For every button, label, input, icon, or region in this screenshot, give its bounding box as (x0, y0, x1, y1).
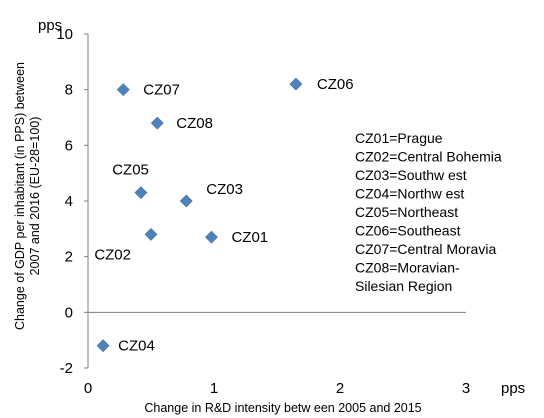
point-cz07 (116, 83, 130, 97)
legend-line: CZ04=Northw est (355, 186, 464, 202)
point-label-cz07: CZ07 (143, 82, 180, 99)
point-label-cz03: CZ03 (206, 181, 243, 198)
y-tick-label: 0 (65, 304, 73, 321)
point-label-cz06: CZ06 (317, 76, 354, 93)
y-tick-label: 6 (65, 137, 73, 154)
point-label-cz04: CZ04 (118, 338, 155, 355)
legend-line: CZ02=Central Bohemia (355, 149, 502, 165)
point-cz02 (144, 227, 158, 241)
legend-line: CZ08=Moravian- (355, 260, 460, 276)
x-axis-title: Change in R&D intensity betw een 2005 an… (144, 401, 421, 415)
y-unit-label: pps (38, 17, 62, 34)
legend-line: CZ06=Southeast (355, 223, 461, 239)
point-cz01 (205, 230, 218, 244)
y-tick-label: 8 (65, 82, 73, 99)
x-tick-labels: 0 1 2 3 (84, 380, 470, 397)
point-cz03 (179, 194, 193, 208)
point-cz08 (150, 116, 164, 130)
point-labels: CZ01 CZ02 CZ03 CZ04 CZ05 CZ06 CZ07 CZ08 (94, 76, 353, 355)
x-tick-label: 0 (84, 380, 92, 397)
y-axis-title-line2: 2007 and 2016 (EU-28=100) (28, 117, 42, 276)
y-tick-label: -2 (60, 360, 73, 377)
x-tick-label: 1 (210, 380, 218, 397)
y-axis-title-line1: Change of GDP per inhabitant (in PPS) be… (13, 62, 27, 330)
y-tick-label: 2 (65, 249, 73, 266)
region-legend: CZ01=Prague CZ02=Central Bohemia CZ03=Sout… (355, 130, 502, 294)
legend-line: CZ01=Prague (355, 130, 443, 146)
legend-line: Silesian Region (355, 278, 452, 294)
point-label-cz05: CZ05 (112, 162, 149, 179)
legend-line: CZ07=Central Moravia (355, 241, 496, 257)
y-tick-label: 4 (65, 193, 73, 210)
point-cz05 (134, 186, 148, 200)
legend-line: CZ03=Southw est (355, 167, 467, 183)
point-label-cz01: CZ01 (231, 229, 268, 246)
legend-line: CZ05=Northeast (355, 204, 458, 220)
point-label-cz08: CZ08 (176, 115, 213, 132)
y-tick-labels: -2 0 2 4 6 8 10 (56, 26, 88, 377)
point-cz06 (289, 77, 303, 91)
point-label-cz02: CZ02 (94, 246, 131, 263)
x-tick-label: 3 (462, 380, 470, 397)
x-tick-label: 2 (336, 380, 344, 397)
data-points (96, 77, 303, 353)
point-cz04 (96, 339, 110, 353)
y-tick-label: 10 (56, 26, 73, 43)
x-unit-label: pps (501, 380, 525, 397)
